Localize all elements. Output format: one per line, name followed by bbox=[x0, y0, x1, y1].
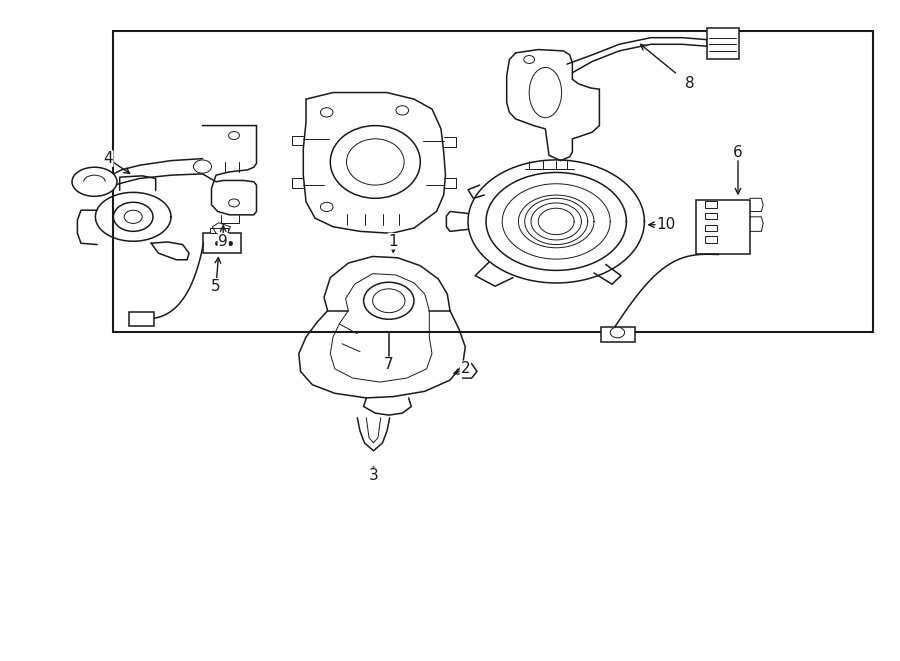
Circle shape bbox=[124, 210, 142, 223]
Text: 5: 5 bbox=[212, 279, 220, 293]
Bar bbox=[707, 28, 739, 59]
Circle shape bbox=[229, 132, 239, 139]
Circle shape bbox=[113, 202, 153, 231]
Bar bbox=[696, 200, 750, 254]
Text: 8: 8 bbox=[685, 77, 694, 91]
Circle shape bbox=[364, 282, 414, 319]
Text: 6: 6 bbox=[734, 145, 742, 159]
Circle shape bbox=[396, 106, 409, 115]
Bar bbox=[705, 225, 717, 231]
Text: 9: 9 bbox=[219, 234, 228, 249]
Text: 4: 4 bbox=[104, 151, 112, 166]
Ellipse shape bbox=[529, 67, 562, 118]
Bar bbox=[210, 228, 228, 233]
Circle shape bbox=[610, 327, 625, 338]
Text: 2: 2 bbox=[461, 362, 470, 376]
Bar bbox=[705, 236, 717, 243]
Text: 1: 1 bbox=[389, 234, 398, 249]
Circle shape bbox=[229, 199, 239, 207]
Bar bbox=[705, 213, 717, 219]
Bar bbox=[601, 327, 635, 342]
Bar bbox=[705, 201, 717, 208]
Ellipse shape bbox=[330, 126, 420, 198]
Circle shape bbox=[194, 160, 212, 173]
Text: 10: 10 bbox=[656, 217, 676, 232]
Text: 3: 3 bbox=[369, 469, 378, 483]
Text: 7: 7 bbox=[384, 358, 393, 372]
Circle shape bbox=[320, 108, 333, 117]
Bar bbox=[112, 31, 873, 332]
Bar bbox=[203, 233, 241, 253]
Circle shape bbox=[373, 289, 405, 313]
Ellipse shape bbox=[72, 167, 117, 196]
Ellipse shape bbox=[346, 139, 404, 185]
Circle shape bbox=[524, 56, 535, 63]
Circle shape bbox=[320, 202, 333, 212]
Bar bbox=[129, 312, 154, 325]
